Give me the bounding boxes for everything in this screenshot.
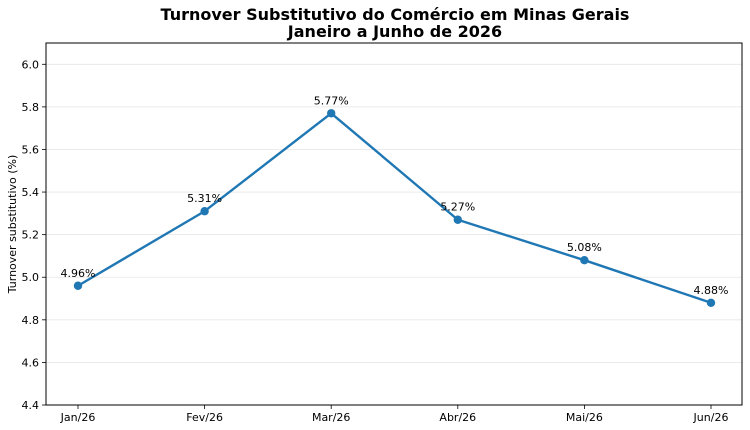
x-tick-label: Mai/26 — [566, 411, 603, 424]
data-point — [200, 207, 209, 216]
series-line — [77, 112, 712, 304]
y-tick-label: 4.4 — [22, 399, 40, 412]
x-axis-ticks: Jan/26 Fev/26 Mar/26 Abr/26 Mai/26 Jun/26 — [60, 405, 729, 424]
grid-lines — [46, 63, 742, 406]
data-label: 4.88% — [694, 284, 729, 297]
x-tick-label: Abr/26 — [439, 411, 476, 424]
y-tick-label: 5.0 — [22, 271, 40, 284]
y-tick-label: 6.0 — [22, 58, 40, 71]
y-tick-label: 5.6 — [22, 143, 40, 156]
data-label: 5.08% — [567, 241, 602, 254]
data-label: 5.77% — [314, 94, 349, 107]
plot-frame — [45, 42, 743, 406]
y-tick-label: 5.4 — [22, 186, 40, 199]
x-tick-label: Jan/26 — [60, 411, 96, 424]
x-tick-label: Jun/26 — [693, 411, 729, 424]
data-point — [73, 281, 83, 290]
data-label: 5.27% — [440, 201, 475, 214]
x-tick-label: Fev/26 — [186, 411, 223, 424]
data-point — [453, 215, 462, 224]
data-point — [327, 109, 336, 118]
series-group: 4.96% 5.31% 5.77% 5.27% 5.08% 4.88% — [61, 94, 729, 307]
y-tick-label: 4.6 — [22, 356, 40, 369]
data-point — [706, 298, 716, 307]
y-axis-ticks: 4.4 4.6 4.8 5.0 5.2 5.4 5.6 5.8 6.0 — [22, 58, 46, 412]
chart-subtitle: Janeiro a Junho de 2026 — [287, 22, 502, 41]
data-point — [580, 256, 589, 265]
x-tick-label: Mar/26 — [312, 411, 350, 424]
y-tick-label: 5.2 — [22, 229, 40, 242]
chart-title: Turnover Substitutivo do Comércio em Min… — [161, 5, 630, 24]
y-axis-label: Turnover substitutivo (%) — [6, 155, 19, 295]
data-label: 4.96% — [61, 267, 96, 280]
y-tick-label: 5.8 — [22, 101, 40, 114]
data-label: 5.31% — [187, 192, 222, 205]
y-tick-label: 4.8 — [22, 314, 40, 327]
